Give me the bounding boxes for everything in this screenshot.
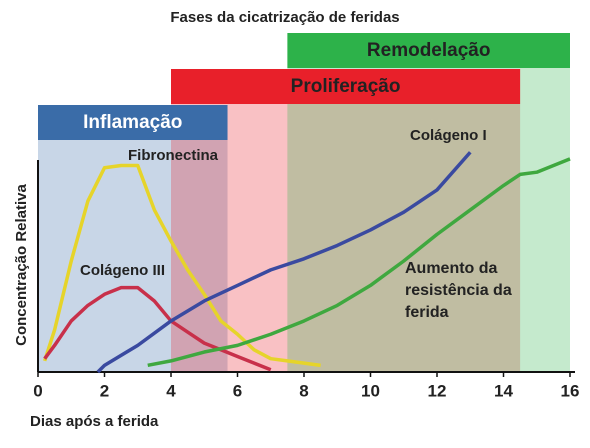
- x-axis-label: Dias após a ferida: [30, 413, 159, 430]
- x-tick-label: 12: [428, 381, 447, 400]
- x-tick-label: 16: [561, 381, 580, 400]
- series-label: Colágeno III: [80, 262, 166, 279]
- x-tick-label: 2: [100, 381, 109, 400]
- phase-band: [287, 68, 570, 372]
- x-tick-label: 8: [299, 381, 308, 400]
- series-line: [42, 163, 321, 368]
- phase-header: [287, 33, 570, 68]
- series-line: [43, 285, 272, 372]
- y-axis-label: Concentração Relativa: [13, 183, 30, 345]
- series-line: [147, 157, 571, 368]
- x-tick-label: 0: [33, 381, 42, 400]
- x-tick-label: 10: [361, 381, 380, 400]
- series-label: Aumento da resistência da ferida: [405, 260, 512, 321]
- series-label: Colágeno I: [410, 127, 487, 144]
- chart-title: Fases da cicatrização de feridas: [170, 9, 399, 26]
- phase-band: [38, 140, 228, 372]
- x-tick-label: 6: [233, 381, 242, 400]
- series-line: [96, 151, 472, 374]
- x-tick-label: 14: [494, 381, 513, 400]
- series-label: Fibronectina: [128, 147, 219, 164]
- phase-label: Inflamação: [83, 112, 182, 133]
- phase-header: [38, 105, 228, 140]
- x-tick-label: 4: [166, 381, 176, 400]
- phase-header: [171, 69, 521, 104]
- phase-label: Proliferação: [291, 76, 401, 97]
- phase-label: Remodelação: [367, 40, 491, 61]
